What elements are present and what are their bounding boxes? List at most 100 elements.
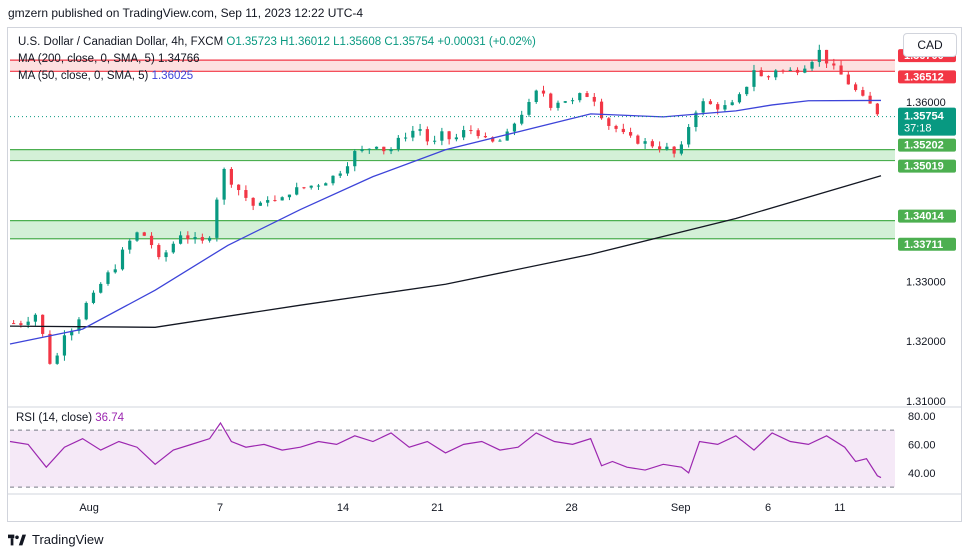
footer-brand: TradingView	[32, 532, 104, 547]
rsi-value: 36.74	[95, 412, 125, 424]
symbol-name: U.S. Dollar / Canadian Dollar, 4h, FXCM	[18, 36, 224, 48]
level-tag	[898, 237, 956, 251]
countdown-label: 37:18	[904, 123, 932, 135]
candle-body	[302, 187, 306, 189]
candle-body	[345, 166, 350, 174]
level-tag	[898, 138, 956, 152]
candle-body	[287, 194, 292, 198]
candle-body	[781, 70, 785, 72]
candle-body	[229, 168, 233, 185]
candle-body	[396, 137, 400, 150]
y-tick-label: 1.36000	[906, 97, 946, 109]
candle-body	[403, 137, 408, 139]
level-tag	[898, 159, 956, 173]
candle-body	[824, 49, 829, 64]
candle-body	[607, 118, 611, 126]
publisher-header: gmzern published on TradingView.com, Sep…	[8, 6, 364, 20]
rsi-name: RSI (14, close)	[16, 412, 93, 424]
candle-body	[679, 144, 683, 154]
rsi-tick-label: 40.00	[908, 468, 936, 480]
candle-body	[113, 269, 117, 273]
candle-body	[251, 197, 255, 206]
candle-body	[215, 199, 219, 238]
candle-body	[665, 146, 669, 150]
candle-body	[447, 131, 451, 140]
candle-body	[454, 137, 458, 140]
candle-body	[164, 252, 168, 258]
candle-body	[592, 96, 596, 102]
level-tag-label: 1.34014	[904, 211, 945, 223]
candle-body	[222, 168, 226, 200]
candle-body	[433, 140, 437, 142]
chart-panel	[7, 27, 962, 522]
candle-body	[99, 283, 103, 293]
candle-body	[19, 323, 23, 325]
candle-body	[208, 237, 212, 241]
candle-body	[788, 69, 792, 71]
footer: TradingView	[8, 532, 104, 547]
candle-body	[149, 235, 154, 246]
candle-body	[84, 302, 88, 320]
candle-body	[55, 355, 59, 364]
candle-body	[120, 249, 125, 270]
candle-body	[578, 93, 582, 101]
candle-body	[861, 90, 865, 96]
ma200-label: MA (200, close, 0, SMA, 5)	[18, 53, 155, 65]
candle-body	[12, 323, 16, 325]
candle-body	[585, 93, 589, 97]
currency-button[interactable]: CAD	[903, 33, 957, 57]
candle-body	[295, 187, 299, 195]
candle-body	[171, 243, 175, 253]
level-tag-label: 1.35019	[904, 161, 944, 173]
candle-body	[708, 101, 713, 105]
candle-body	[483, 136, 488, 138]
candle-body	[48, 333, 52, 364]
level-tag-label: 1.36512	[904, 71, 944, 83]
candle-body	[491, 137, 495, 142]
candle-body	[62, 335, 67, 356]
ma50-line	[9, 99, 882, 345]
candle-body	[418, 129, 422, 131]
candle-body	[701, 101, 705, 113]
candle-body	[541, 90, 546, 94]
zone-resistance-0	[10, 60, 895, 72]
candle-body	[200, 237, 204, 241]
zone-support-2	[10, 220, 895, 239]
candle-body	[469, 130, 473, 132]
candle-body	[868, 95, 872, 104]
candle-body	[367, 148, 371, 150]
candle-body	[795, 69, 800, 73]
candle-body	[817, 49, 821, 63]
candle-body	[694, 112, 698, 128]
candle-body	[382, 146, 386, 152]
candle-body	[425, 129, 429, 142]
candle-body	[26, 321, 30, 325]
candle-body	[759, 70, 763, 77]
candle-body	[389, 149, 393, 152]
candle-body	[33, 314, 38, 322]
candle-body	[505, 131, 509, 141]
candle-body	[440, 131, 444, 141]
candle-body	[875, 103, 879, 115]
rsi-tick-label: 80.00	[908, 411, 936, 423]
x-tick-label: 21	[431, 502, 443, 514]
candle-body	[106, 272, 110, 284]
candle-body	[563, 101, 567, 103]
candle-body	[599, 101, 604, 119]
candle-body	[737, 94, 742, 103]
candle-body	[128, 240, 132, 250]
candle-body	[309, 185, 313, 188]
candle-body	[766, 76, 771, 78]
candle-body	[520, 114, 524, 124]
candle-body	[570, 100, 575, 102]
candle-body	[628, 132, 633, 136]
candle-body	[157, 245, 161, 258]
candle-body	[621, 128, 625, 133]
candle-body	[135, 232, 139, 241]
candle-body	[658, 146, 662, 150]
candle-body	[672, 146, 676, 154]
candle-body	[41, 314, 45, 334]
level-tag-label: 1.33711	[904, 239, 943, 251]
candle-body	[752, 70, 756, 87]
